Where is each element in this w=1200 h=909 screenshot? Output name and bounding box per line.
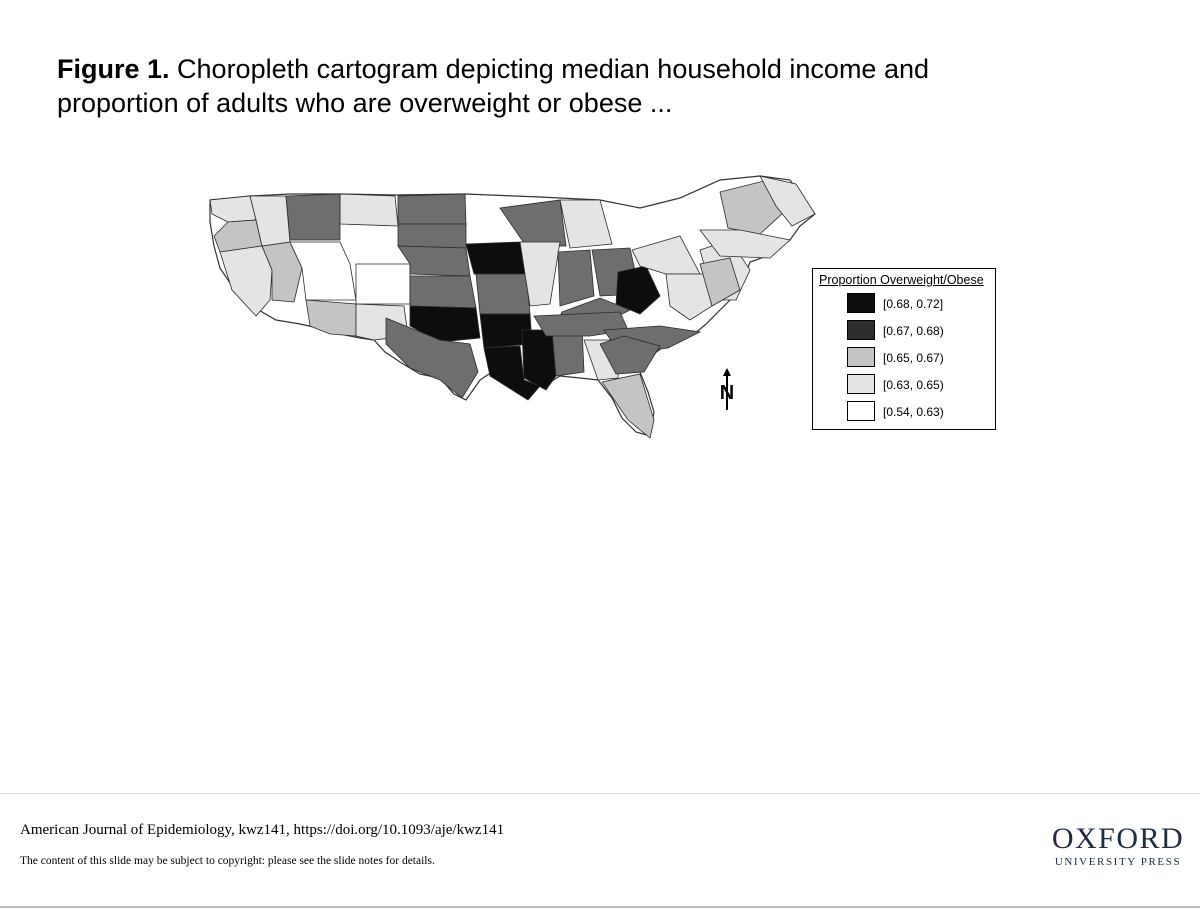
state-region [601, 373, 655, 439]
state-region [339, 193, 399, 227]
state-region [699, 229, 791, 259]
legend-swatch [847, 347, 875, 367]
north-arrow: N [712, 368, 742, 412]
legend-title: Proportion Overweight/Obese [819, 273, 984, 287]
state-region [285, 193, 341, 241]
legend-label: [0.65, 0.67) [883, 351, 944, 365]
legend-label: [0.68, 0.72] [883, 297, 944, 311]
north-arrow-label: N [720, 382, 734, 404]
legend-label: [0.67, 0.68) [883, 324, 944, 338]
state-region [397, 223, 467, 249]
state-region [557, 249, 595, 307]
north-arrow-icon: N [720, 368, 734, 410]
copyright-notice: The content of this slide may be subject… [20, 855, 435, 867]
state-region [249, 195, 291, 247]
figure-label: Figure 1. [57, 54, 170, 84]
legend-swatch [847, 401, 875, 421]
state-region [409, 275, 477, 309]
state-region [599, 335, 661, 375]
footer-divider [0, 793, 1200, 794]
state-region [665, 273, 713, 321]
state-region [475, 273, 531, 315]
state-region [219, 245, 273, 317]
state-region [499, 199, 567, 247]
state-region [305, 299, 357, 337]
state-region [559, 199, 613, 249]
map-regions [209, 175, 816, 439]
legend-swatch [847, 374, 875, 394]
state-region [519, 241, 561, 307]
legend-label: [0.63, 0.65) [883, 378, 944, 392]
state-region [615, 265, 661, 315]
bottom-divider [0, 906, 1200, 908]
oxford-university-press-logo: OXFORD UNIVERSITY PRESS [1046, 822, 1190, 869]
state-region [719, 179, 785, 235]
slide-title: Figure 1. Choropleth cartogram depicting… [57, 52, 957, 120]
state-region [759, 175, 816, 227]
choropleth-map [200, 170, 840, 450]
figure-title-text: Choropleth cartogram depicting median ho… [57, 54, 929, 118]
us-cartogram [209, 175, 816, 439]
logo-wordmark: OXFORD [1051, 822, 1185, 855]
state-region [397, 245, 471, 277]
logo-subtitle: UNIVERSITY PRESS [1054, 856, 1182, 868]
legend-swatch [847, 293, 875, 313]
state-region [385, 317, 479, 399]
state-region [409, 305, 481, 343]
state-region [465, 241, 527, 275]
state-region [397, 193, 467, 225]
state-region [355, 263, 411, 305]
legend-label: [0.54, 0.63) [883, 405, 944, 419]
state-region [699, 257, 741, 307]
map-legend: Proportion Overweight/Obese [0.68, 0.72]… [812, 268, 996, 430]
legend-swatch [847, 320, 875, 340]
citation-text: American Journal of Epidemiology, kwz141… [20, 822, 505, 838]
